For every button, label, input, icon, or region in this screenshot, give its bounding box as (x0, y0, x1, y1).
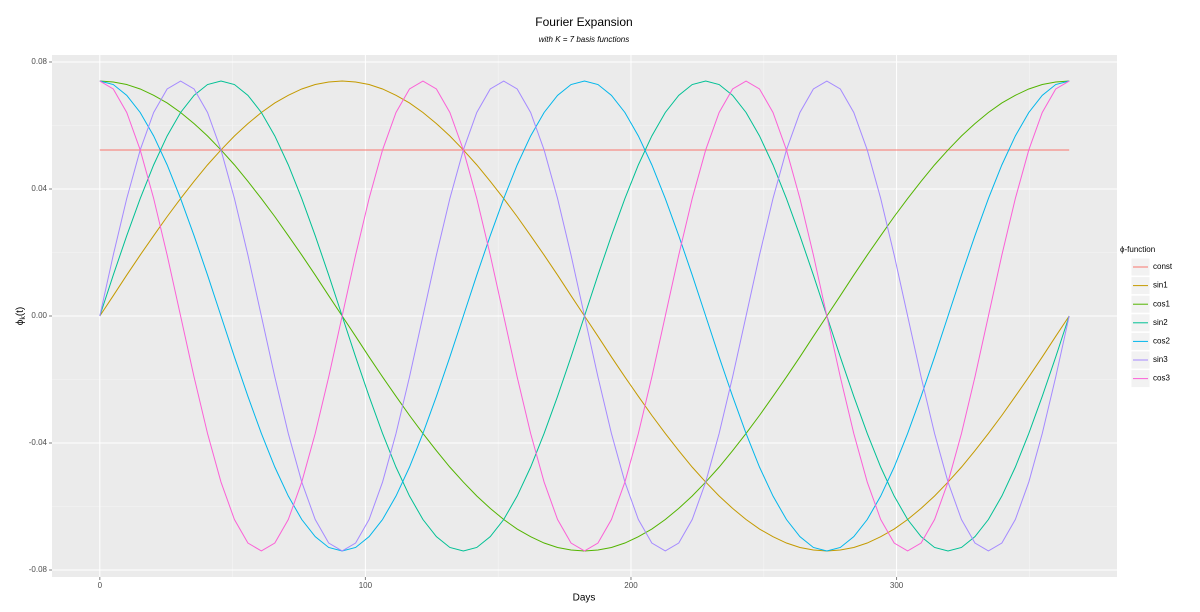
y-title-subscript: k (20, 316, 27, 320)
series-line (99, 80, 1070, 552)
legend-label: cos3 (1153, 374, 1170, 383)
x-tick-label: 200 (624, 581, 638, 590)
y-axis-title: ϕk(t) (15, 307, 27, 326)
y-tick-label: 0.00 (31, 311, 47, 320)
chart-subtitle: with K = 7 basis functions (539, 35, 630, 44)
legend-label: sin1 (1153, 281, 1168, 290)
x-tick-label: 300 (890, 581, 904, 590)
y-tick-label: -0.08 (29, 565, 48, 574)
x-axis-title: Days (573, 593, 596, 604)
series-line (99, 80, 1070, 552)
legend-label: cos2 (1153, 337, 1170, 346)
y-tick-label: 0.04 (31, 184, 47, 193)
legend-label: sin3 (1153, 355, 1168, 364)
lines (99, 80, 1070, 552)
y-tick-label: 0.08 (31, 57, 47, 66)
legend-label: sin2 (1153, 318, 1168, 327)
legend-label: const (1153, 262, 1173, 271)
y-tick-label: -0.04 (29, 438, 48, 447)
y-title-symbol: ϕ (15, 319, 26, 325)
y-title-suffix: (t) (15, 307, 26, 316)
legend-label: cos1 (1153, 299, 1170, 308)
chart-title: Fourier Expansion (535, 15, 632, 29)
x-tick-label: 100 (359, 581, 373, 590)
legend: const sin1 cos1 sin2 cos2 sin3 cos3 (1130, 257, 1173, 389)
x-tick-label: 0 (98, 581, 103, 590)
series-line (99, 80, 1070, 552)
legend-title: ϕ-function (1120, 245, 1155, 254)
